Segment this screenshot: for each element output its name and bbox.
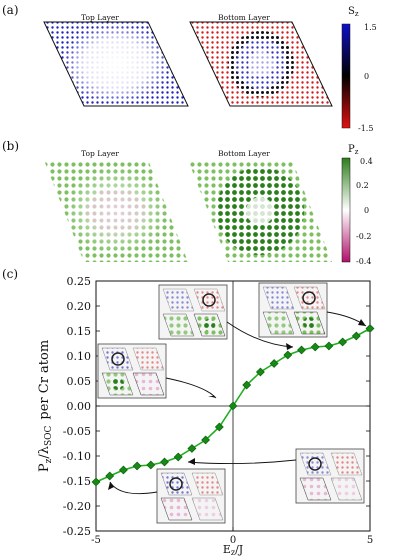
inset-e-plus-3-negative	[295, 448, 365, 504]
panel-b-tag: (b)	[2, 139, 19, 153]
data-point-marker	[146, 460, 156, 470]
x-tick-label: -5	[91, 535, 101, 546]
x-tick-label: 5	[367, 535, 373, 546]
panel-b-top-layer: Top Layer	[44, 149, 188, 262]
panel-a-bottom-layer: Bottom Layer	[189, 13, 333, 107]
y-tick-label: -0.25	[63, 525, 91, 538]
data-point-marker	[324, 341, 334, 351]
arrow-to-e-minus-5	[109, 481, 158, 495]
colorbar-a-tick-bottom: -1.5	[358, 124, 373, 133]
colorbar-b-tick-3: -0.2	[356, 232, 371, 241]
colorbar-a-tick-top: 1.5	[364, 23, 377, 32]
colorbar-b-tick-1: 0.2	[356, 181, 369, 190]
panel-c: (c) 0.25 0.20 0.15 0.10 0.05 0.00 -0.05 -0.10 -0…	[2, 267, 375, 557]
x-axis-label: Ez/J	[223, 543, 243, 557]
colorbar-a-tick-mid: 0	[364, 72, 369, 81]
data-point-marker	[228, 401, 238, 411]
y-tick-label: 0.05	[67, 375, 92, 388]
data-point-marker	[338, 337, 348, 347]
inset-e-plus-5	[258, 282, 328, 338]
panel-a-bottom-layer-title: Bottom Layer	[218, 13, 270, 22]
y-tick-label: 0.00	[67, 400, 92, 413]
series-markers	[91, 324, 375, 487]
colorbar-a-label: Sz	[348, 6, 359, 18]
panel-a: (a) Top Layer Bottom Layer Sz 1.5 0 -1.5	[2, 3, 377, 133]
data-point-marker	[118, 465, 128, 475]
arrow-to-e-minus-3-negative	[187, 459, 297, 465]
inset-e-minus-3	[97, 343, 167, 399]
panel-a-top-layer-title: Top Layer	[81, 13, 119, 22]
y-tick-label: 0.10	[67, 350, 92, 363]
data-point-marker	[365, 324, 375, 333]
colorbar-a: Sz 1.5 0 -1.5	[341, 6, 377, 133]
y-tick-label: -0.05	[63, 425, 91, 438]
y-tick-label: 0.25	[67, 275, 92, 288]
panel-b: (b) Top Layer Bottom Layer Pz 0.4 0.2 0 …	[2, 139, 373, 266]
arrow-to-e-minus-3	[165, 377, 217, 399]
data-point-marker	[351, 331, 361, 341]
panel-b-bottom-layer-title: Bottom Layer	[218, 149, 270, 158]
data-point-marker	[214, 422, 224, 432]
data-point-marker	[310, 342, 320, 352]
data-point-marker	[173, 452, 183, 462]
inset-arrowheads	[108, 319, 366, 490]
inset-e-minus-5	[156, 468, 226, 524]
y-tick-label: 0.20	[67, 300, 92, 313]
panel-a-top-layer: Top Layer	[43, 13, 189, 107]
y-axis-ticks: 0.25 0.20 0.15 0.10 0.05 0.00 -0.05 -0.10 -0.15 -…	[63, 275, 370, 538]
colorbar-b: Pz 0.4 0.2 0 -0.2 -0.4	[341, 144, 373, 266]
data-point-marker	[255, 367, 265, 377]
panel-b-top-layer-title: Top Layer	[81, 149, 119, 158]
colorbar-b-tick-2: 0	[364, 206, 369, 215]
x-tick-label: 0	[230, 535, 236, 546]
panel-a-tag: (a)	[2, 3, 19, 17]
data-point-marker	[91, 477, 101, 487]
colorbar-b-label: Pz	[348, 144, 359, 156]
inset-e-plus-3	[158, 284, 228, 340]
colorbar-b-tick-4: -0.4	[356, 257, 371, 266]
data-point-marker	[201, 435, 211, 445]
data-point-marker	[160, 457, 169, 467]
data-point-marker	[132, 461, 142, 471]
data-point-marker	[105, 471, 115, 481]
y-tick-label: 0.15	[67, 325, 92, 338]
panel-b-bottom-layer: Bottom Layer	[188, 149, 332, 262]
data-point-marker	[242, 380, 252, 390]
y-tick-label: -0.15	[63, 475, 91, 488]
data-point-marker	[297, 345, 306, 355]
panel-c-tag: (c)	[2, 267, 18, 281]
y-tick-label: -0.20	[63, 500, 91, 513]
x-axis-ticks: -5 0 5	[91, 527, 373, 546]
data-point-marker	[283, 350, 293, 360]
data-point-marker	[269, 359, 279, 368]
colorbar-b-tick-0: 0.4	[360, 157, 373, 166]
y-tick-label: -0.10	[63, 450, 91, 463]
y-axis-label: Pz/λSOCper Cr atom	[37, 340, 54, 472]
data-point-marker	[187, 444, 197, 453]
